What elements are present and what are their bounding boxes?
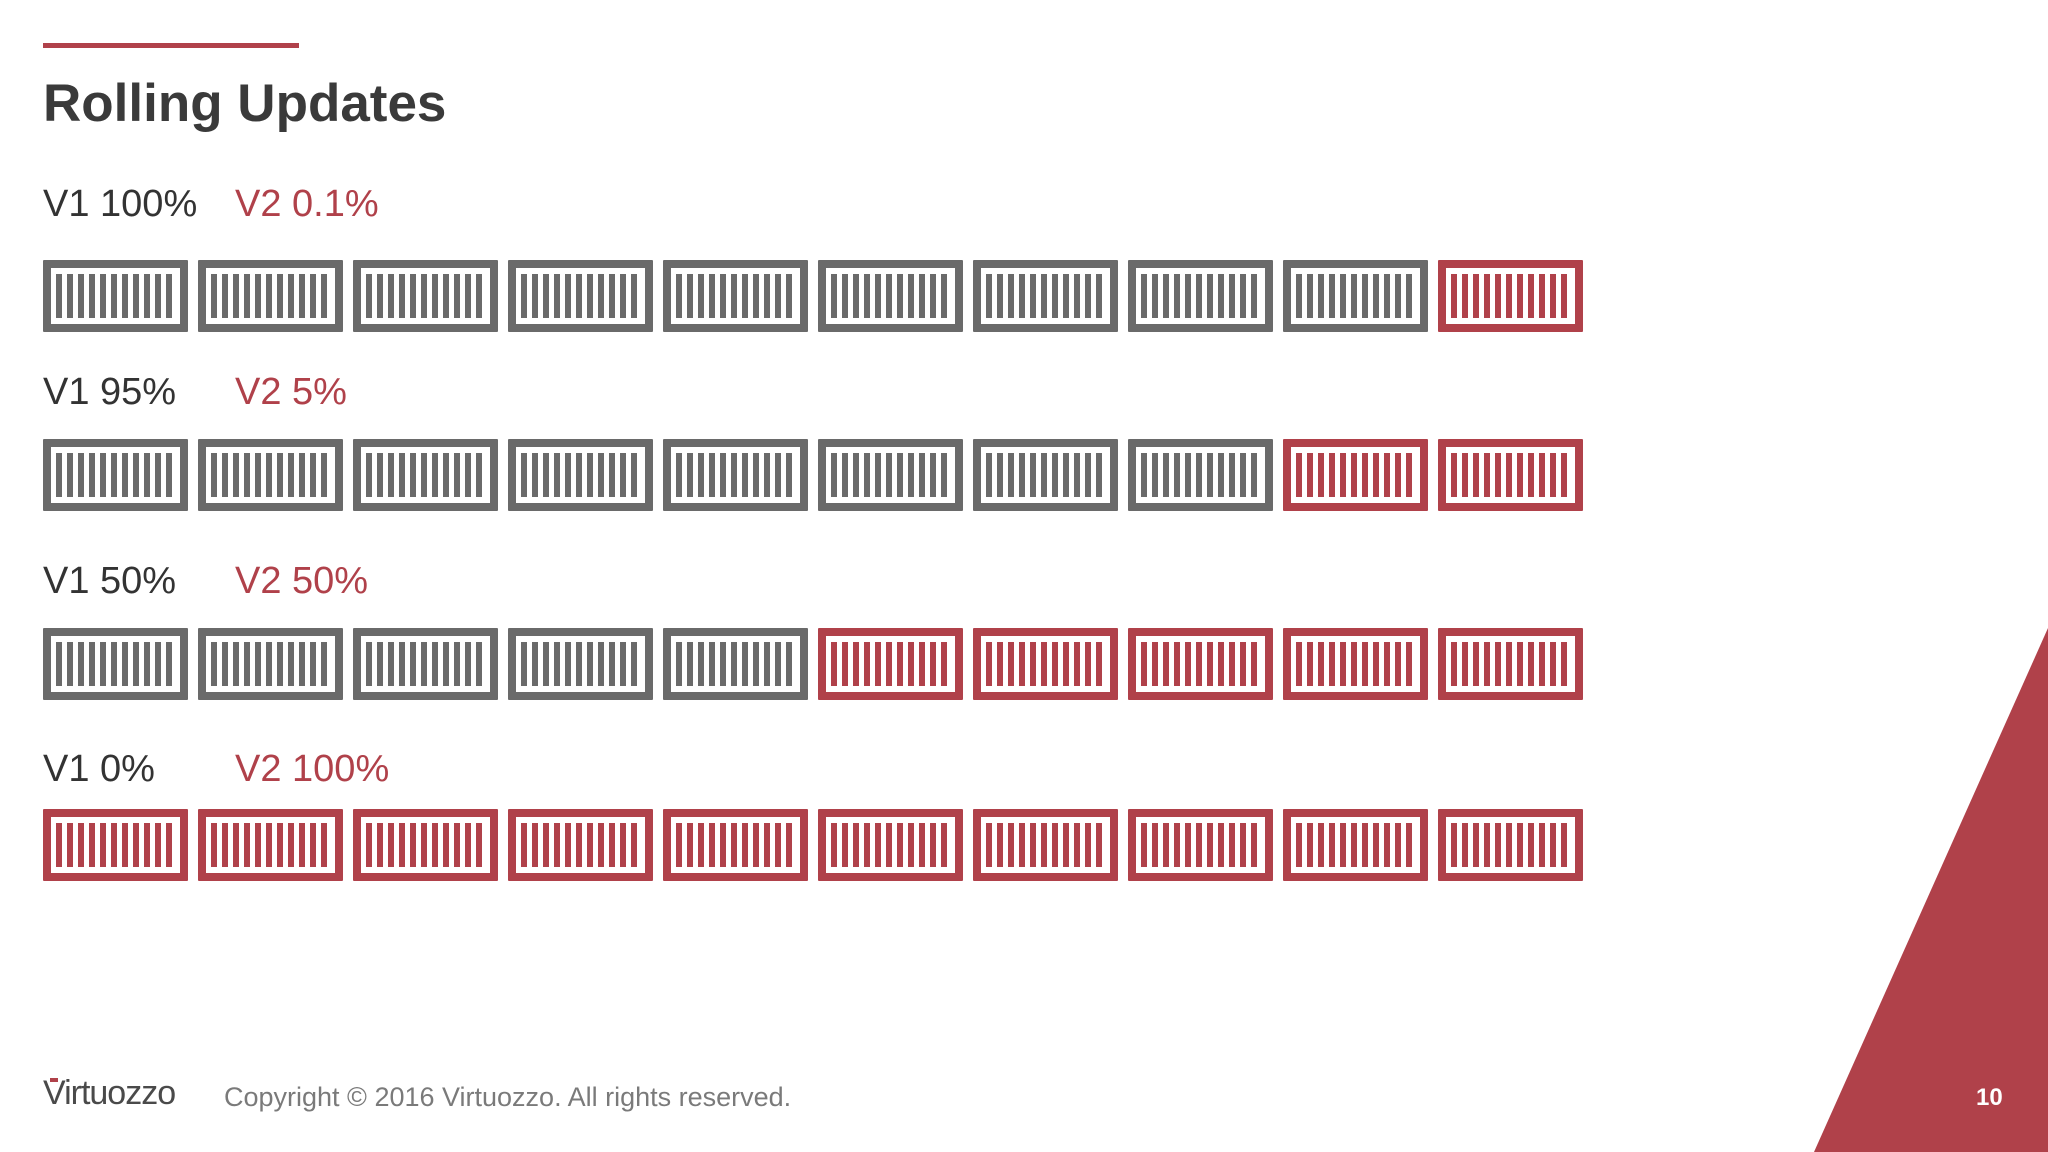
- container-slats: [986, 453, 1105, 497]
- page-number: 10: [1976, 1084, 2003, 1111]
- v2-container-icon: [1128, 628, 1273, 700]
- container-slats: [521, 642, 640, 686]
- container-slats: [986, 642, 1105, 686]
- v1-container-icon: [508, 439, 653, 511]
- v1-container-icon: [43, 260, 188, 332]
- container-slats: [56, 642, 175, 686]
- v2-share-label: V2 50%: [235, 560, 369, 602]
- container-slats: [366, 642, 485, 686]
- container-slats: [1141, 642, 1260, 686]
- container-row: [43, 809, 1603, 881]
- v1-container-icon: [663, 260, 808, 332]
- v1-container-icon: [508, 628, 653, 700]
- v1-container-icon: [353, 260, 498, 332]
- v2-container-icon: [1128, 809, 1273, 881]
- v1-container-icon: [198, 628, 343, 700]
- container-slats: [1451, 453, 1570, 497]
- container-slats: [366, 274, 485, 318]
- container-slats: [211, 823, 330, 867]
- container-slats: [1451, 642, 1570, 686]
- container-slats: [1451, 274, 1570, 318]
- v2-container-icon: [353, 809, 498, 881]
- container-row: [43, 439, 1603, 511]
- copyright-text: Copyright © 2016 Virtuozzo. All rights r…: [224, 1082, 792, 1112]
- v2-container-icon: [1438, 260, 1583, 332]
- v1-container-icon: [1128, 260, 1273, 332]
- v2-container-icon: [1438, 809, 1583, 881]
- container-slats: [1141, 823, 1260, 867]
- v2-container-icon: [1438, 439, 1583, 511]
- container-slats: [1141, 453, 1260, 497]
- v2-container-icon: [508, 809, 653, 881]
- v1-container-icon: [43, 628, 188, 700]
- v2-container-icon: [1438, 628, 1583, 700]
- v1-container-icon: [198, 439, 343, 511]
- v2-container-icon: [198, 809, 343, 881]
- container-slats: [1296, 274, 1415, 318]
- container-slats: [1296, 642, 1415, 686]
- virtuozzo-logo: Virtuozzo: [43, 1074, 176, 1112]
- slide-title: Rolling Updates: [43, 74, 447, 133]
- container-slats: [521, 823, 640, 867]
- v1-container-icon: [818, 260, 963, 332]
- v2-container-icon: [1283, 628, 1428, 700]
- v2-share-label: V2 5%: [235, 371, 347, 413]
- v2-share-label: V2 0.1%: [235, 183, 379, 225]
- v1-container-icon: [663, 439, 808, 511]
- container-slats: [676, 642, 795, 686]
- container-slats: [521, 274, 640, 318]
- v1-container-icon: [1283, 260, 1428, 332]
- v1-container-icon: [508, 260, 653, 332]
- container-slats: [366, 453, 485, 497]
- container-slats: [986, 274, 1105, 318]
- v1-container-icon: [198, 260, 343, 332]
- v2-share-label: V2 100%: [235, 748, 390, 790]
- v1-container-icon: [353, 439, 498, 511]
- v1-container-icon: [973, 260, 1118, 332]
- v2-container-icon: [818, 809, 963, 881]
- v1-container-icon: [973, 439, 1118, 511]
- container-slats: [676, 453, 795, 497]
- v1-container-icon: [818, 439, 963, 511]
- container-slats: [676, 823, 795, 867]
- container-slats: [56, 823, 175, 867]
- title-accent-line: [43, 43, 299, 48]
- v1-share-label: V1 95%: [43, 371, 177, 413]
- container-slats: [366, 823, 485, 867]
- v2-container-icon: [663, 809, 808, 881]
- container-slats: [831, 823, 950, 867]
- container-slats: [676, 274, 795, 318]
- container-slats: [1451, 823, 1570, 867]
- container-slats: [831, 453, 950, 497]
- container-slats: [521, 453, 640, 497]
- v2-container-icon: [973, 628, 1118, 700]
- v2-container-icon: [1283, 809, 1428, 881]
- logo-mark-icon: [50, 1078, 58, 1082]
- v1-container-icon: [353, 628, 498, 700]
- v1-container-icon: [1128, 439, 1273, 511]
- container-slats: [211, 453, 330, 497]
- container-slats: [56, 274, 175, 318]
- container-slats: [986, 823, 1105, 867]
- container-slats: [1296, 823, 1415, 867]
- v1-container-icon: [663, 628, 808, 700]
- v2-container-icon: [43, 809, 188, 881]
- container-row: [43, 260, 1603, 332]
- container-slats: [211, 274, 330, 318]
- v1-share-label: V1 100%: [43, 183, 198, 225]
- v1-container-icon: [43, 439, 188, 511]
- container-row: [43, 628, 1603, 700]
- v2-container-icon: [818, 628, 963, 700]
- container-slats: [1296, 453, 1415, 497]
- container-slats: [211, 642, 330, 686]
- container-slats: [831, 274, 950, 318]
- v1-share-label: V1 50%: [43, 560, 177, 602]
- v2-container-icon: [973, 809, 1118, 881]
- container-slats: [1141, 274, 1260, 318]
- v2-container-icon: [1283, 439, 1428, 511]
- v1-share-label: V1 0%: [43, 748, 155, 790]
- container-slats: [831, 642, 950, 686]
- container-slats: [56, 453, 175, 497]
